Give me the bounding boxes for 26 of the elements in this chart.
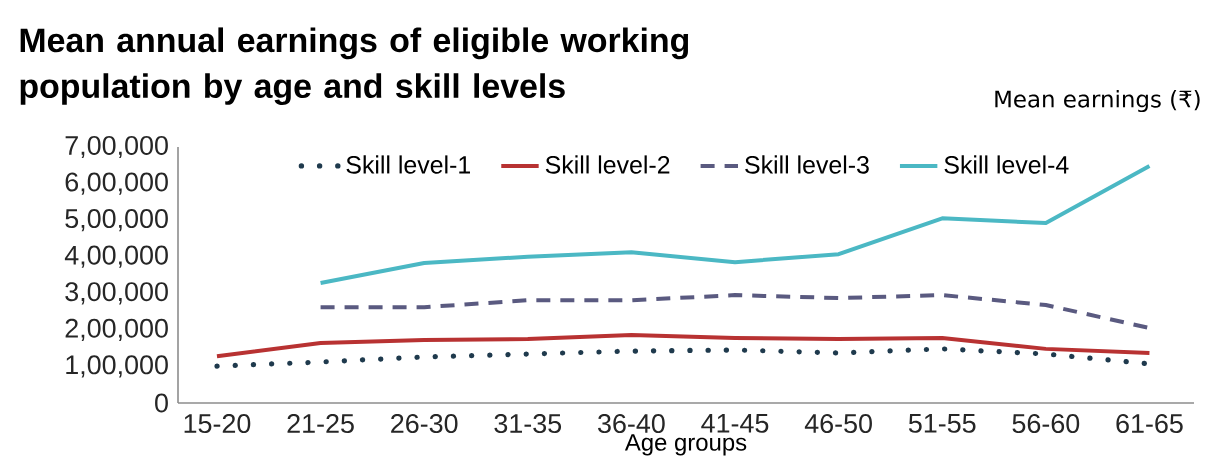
y-tick-label: 3,00,000: [65, 282, 168, 305]
x-tick-label: 36-40: [598, 414, 665, 434]
legend-label: Skill level-2: [545, 155, 670, 174]
y-tick-label: 4,00,000: [64, 245, 168, 268]
x-tick-label: 41-45: [701, 414, 769, 433]
x-tick-label: 15-20: [184, 414, 251, 434]
y-tick-label: 1,00,000: [66, 355, 168, 378]
x-tick-label: 46-50: [804, 414, 872, 434]
legend-label: Skill level-4: [944, 155, 1069, 174]
y-tick-label: 0: [155, 393, 168, 413]
x-tick-label: 26-30: [391, 414, 458, 434]
legend-label: Skill level-1: [346, 155, 470, 174]
y-tick-label: 2,00,000: [65, 318, 168, 341]
x-axis-title: Age groups: [624, 434, 747, 456]
x-tick-label: 61-65: [1116, 414, 1183, 434]
x-tick-label: 31-35: [494, 414, 562, 434]
y-tick-label: 5,00,000: [65, 209, 168, 232]
legend-label: Skill level-3: [745, 155, 869, 174]
line-series: [214, 332, 1152, 359]
y-tick-label: 7,00,000: [65, 135, 168, 159]
chart-title: Mean annual earnings of eligible working population by age and skill levels: [20, 27, 689, 105]
y-axis-title: Mean earnings (₹): [995, 89, 1200, 113]
x-tick-label: 56-60: [1012, 414, 1080, 434]
x-tick-label: 51-55: [908, 414, 976, 433]
y-tick-label: 6,00,000: [65, 172, 168, 195]
x-tick-label: 21-25: [287, 414, 354, 434]
